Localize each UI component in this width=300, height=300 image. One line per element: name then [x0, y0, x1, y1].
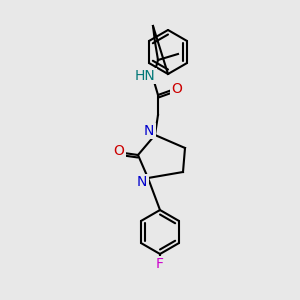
Text: HN: HN — [135, 69, 155, 83]
Text: O: O — [114, 144, 124, 158]
Text: N: N — [137, 175, 147, 189]
Text: F: F — [156, 257, 164, 271]
Text: N: N — [144, 124, 154, 138]
Text: O: O — [172, 82, 182, 96]
